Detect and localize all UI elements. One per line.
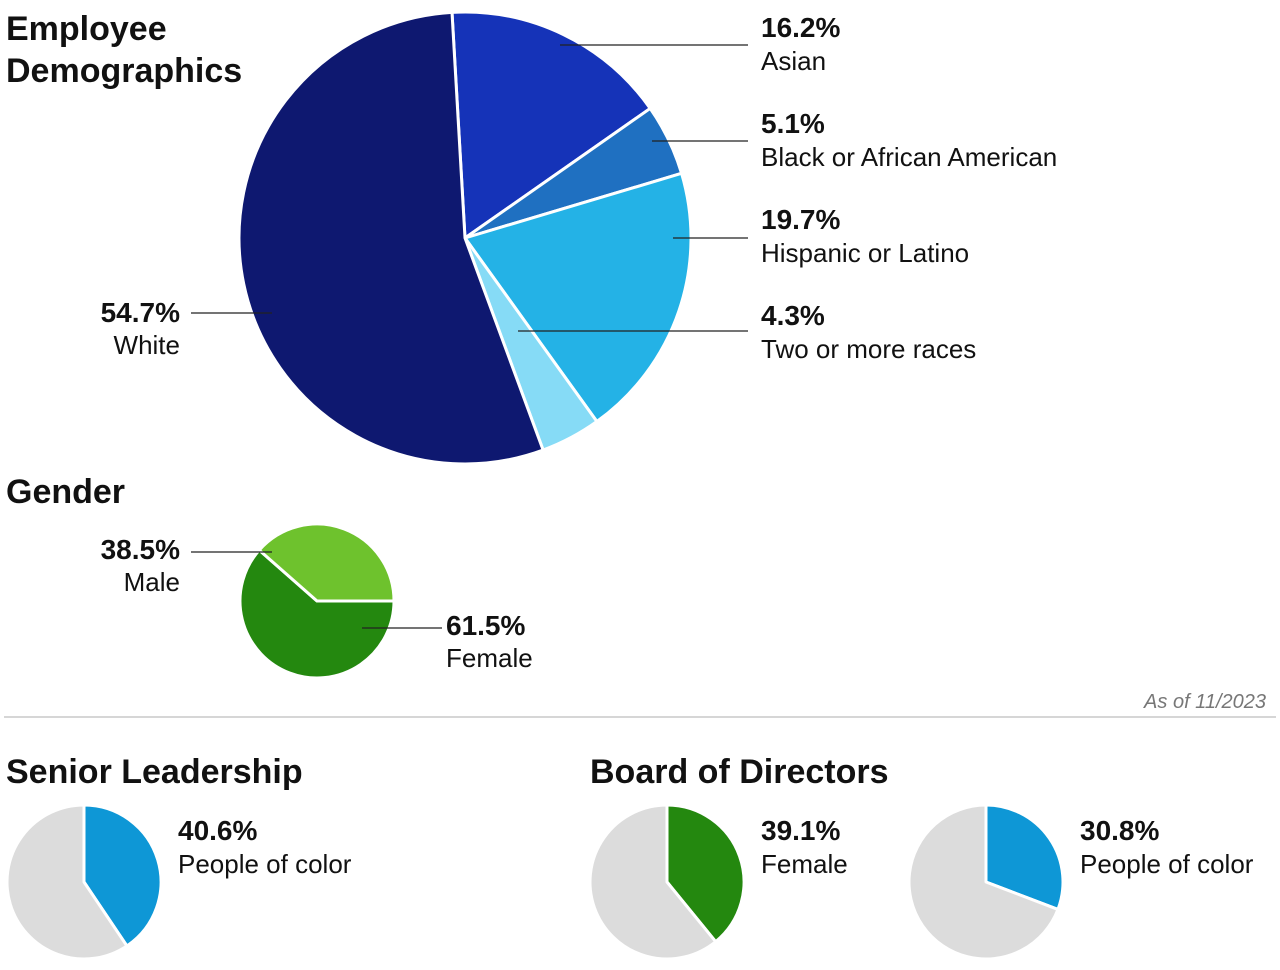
board-female-slice-female (665, 803, 746, 944)
senior-leadership-pie (5, 803, 163, 961)
board-female-percent: 39.1% (761, 815, 840, 846)
white-percent: 54.7% (101, 297, 180, 328)
two-or-more-label: Two or more races (761, 334, 976, 364)
gender-slice-female (238, 548, 396, 680)
asian-label: Asian (761, 46, 826, 76)
board-poc-slice-people-of-color (984, 803, 1065, 911)
black-percent: 5.1% (761, 108, 825, 139)
ethnicity-slice-asian (450, 10, 652, 240)
ethnicity-slice-hispanic-or-latino (463, 171, 693, 424)
senior-poc-label: People of color (178, 849, 352, 879)
board-female-slice-remainder (588, 803, 718, 961)
senior-poc-percent: 40.6% (178, 815, 257, 846)
black-label: Black or African American (761, 142, 1057, 172)
board-people-of-color-pie (907, 803, 1065, 961)
hispanic-label: Hispanic or Latino (761, 238, 969, 268)
board-female-pie (588, 803, 746, 961)
board-female-label: Female (761, 849, 848, 879)
ethnicity-slice-white (237, 10, 545, 466)
board-poc-percent: 30.8% (1080, 815, 1159, 846)
male-percent: 38.5% (101, 534, 180, 565)
gender-pie (238, 522, 396, 680)
two-or-more-percent: 4.3% (761, 300, 825, 331)
asian-percent: 16.2% (761, 12, 840, 43)
senior-slice-people-of-color (82, 803, 163, 948)
male-label: Male (124, 567, 180, 597)
hispanic-percent: 19.7% (761, 204, 840, 235)
ethnicity-title-line1: Employee (6, 10, 167, 48)
ethnicity-title-line2: Demographics (6, 52, 242, 90)
senior-slice-remainder (5, 803, 129, 961)
board-of-directors-title: Board of Directors (590, 753, 889, 791)
as-of-date-note: As of 11/2023 (1143, 691, 1266, 713)
female-label: Female (446, 643, 533, 673)
white-label: White (114, 330, 180, 360)
board-poc-label: People of color (1080, 849, 1254, 879)
gender-slice-male (257, 522, 396, 603)
board-poc-slice-remainder (907, 803, 1060, 961)
ethnicity-pie (237, 10, 693, 466)
gender-title: Gender (6, 473, 125, 511)
senior-leadership-title: Senior Leadership (6, 753, 303, 791)
female-percent: 61.5% (446, 610, 525, 641)
